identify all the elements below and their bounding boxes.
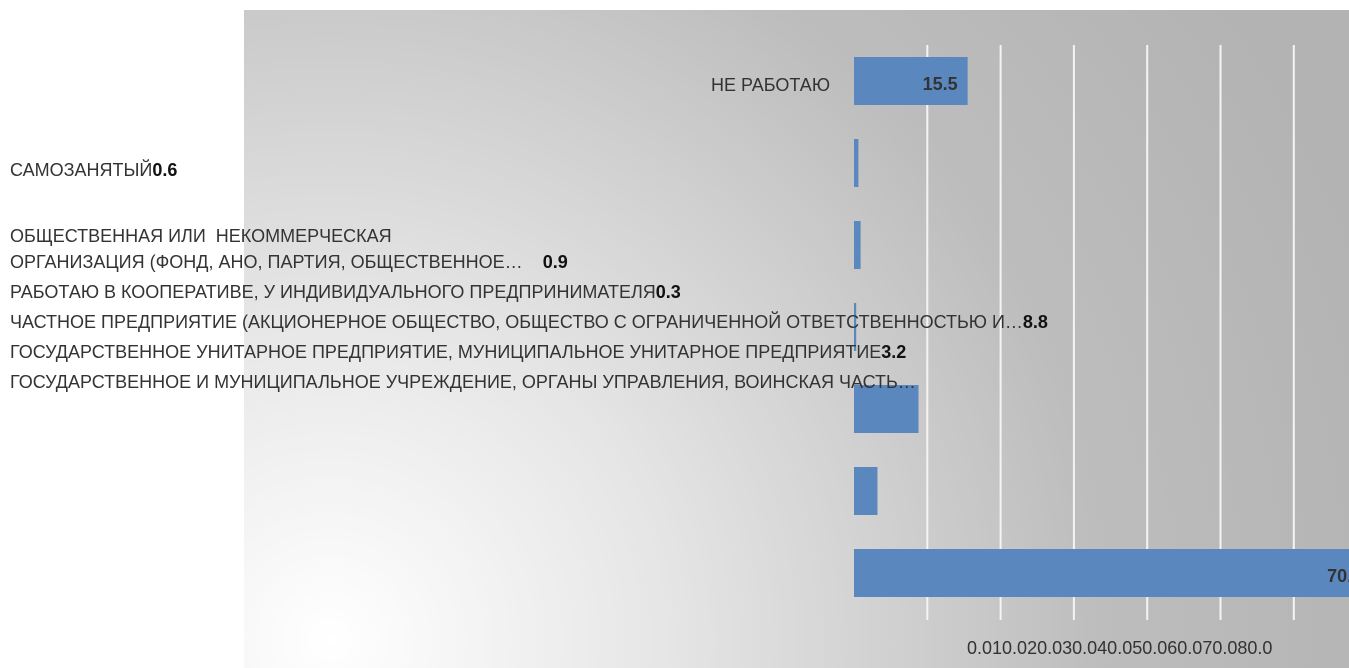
- bar: [854, 549, 1349, 597]
- category-label: ГОСУДАРСТВЕННОЕ УНИТАРНОЕ ПРЕДПРИЯТИЕ, М…: [10, 342, 882, 362]
- x-tick-label: 70.0: [1202, 638, 1237, 658]
- category-label: РАБОТАЮ В КООПЕРАТИВЕ, У ИНДИВИДУАЛЬНОГО…: [10, 282, 656, 302]
- category-label: ОБЩЕСТВЕННАЯ ИЛИ НЕКОММЕРЧЕСКАЯ ОРГАНИЗА…: [10, 226, 523, 272]
- category-label-group: ЧАСТНОЕ ПРЕДПРИЯТИЕ (АКЦИОНЕРНОЕ ОБЩЕСТВ…: [10, 309, 1048, 335]
- bar: [854, 467, 878, 515]
- value-label: 0.9: [542, 252, 568, 272]
- bar: [854, 221, 861, 269]
- category-label-group: ГОСУДАРСТВЕННОЕ И МУНИЦИПАЛЬНОЕ УЧРЕЖДЕН…: [10, 369, 916, 395]
- x-tick-label: 50.0: [1132, 638, 1167, 658]
- value-label: 70.7: [1327, 566, 1349, 586]
- x-tick-label: 80.0: [1237, 638, 1272, 658]
- bar: [854, 57, 968, 105]
- value-label: 3.2: [881, 342, 907, 362]
- x-tick-labels: 0.010.020.030.040.050.060.070.080.0: [967, 638, 1272, 658]
- x-tick-label: 20.0: [1027, 638, 1062, 658]
- value-label: 0.3: [655, 282, 681, 302]
- bars: 15.5 70.7: [854, 57, 1349, 597]
- category-label-group: НЕ РАБОТАЮ: [711, 72, 830, 98]
- bar: [854, 303, 857, 351]
- x-tick-label: 30.0: [1062, 638, 1097, 658]
- grid: [926, 45, 1295, 620]
- x-tick-label: 10.0: [992, 638, 1027, 658]
- value-label: 15.5: [923, 74, 958, 94]
- category-label: ЧАСТНОЕ ПРЕДПРИЯТИЕ (АКЦИОНЕРНОЕ ОБЩЕСТВ…: [10, 312, 1023, 332]
- value-label: 0.6: [152, 160, 178, 180]
- value-label: 8.8: [1022, 312, 1048, 332]
- x-tick-label: 60.0: [1167, 638, 1202, 658]
- category-label: НЕ РАБОТАЮ: [710, 75, 830, 95]
- category-label-group: РАБОТАЮ В КООПЕРАТИВЕ, У ИНДИВИДУАЛЬНОГО…: [10, 279, 681, 305]
- bar: [854, 385, 919, 433]
- category-label-group: САМОЗАНЯТЫЙ0.6: [10, 157, 177, 183]
- x-tick-label: 40.0: [1097, 638, 1132, 658]
- bar: [854, 139, 859, 187]
- category-label-group: ГОСУДАРСТВЕННОЕ УНИТАРНОЕ ПРЕДПРИЯТИЕ, М…: [10, 339, 906, 365]
- category-label: САМОЗАНЯТЫЙ: [10, 160, 153, 180]
- category-label-group: ОБЩЕСТВЕННАЯ ИЛИ НЕКОММЕРЧЕСКАЯ ОРГАНИЗА…: [10, 223, 568, 275]
- category-label: ГОСУДАРСТВЕННОЕ И МУНИЦИПАЛЬНОЕ УЧРЕЖДЕН…: [10, 372, 916, 392]
- x-tick-label: 0.0: [967, 638, 992, 658]
